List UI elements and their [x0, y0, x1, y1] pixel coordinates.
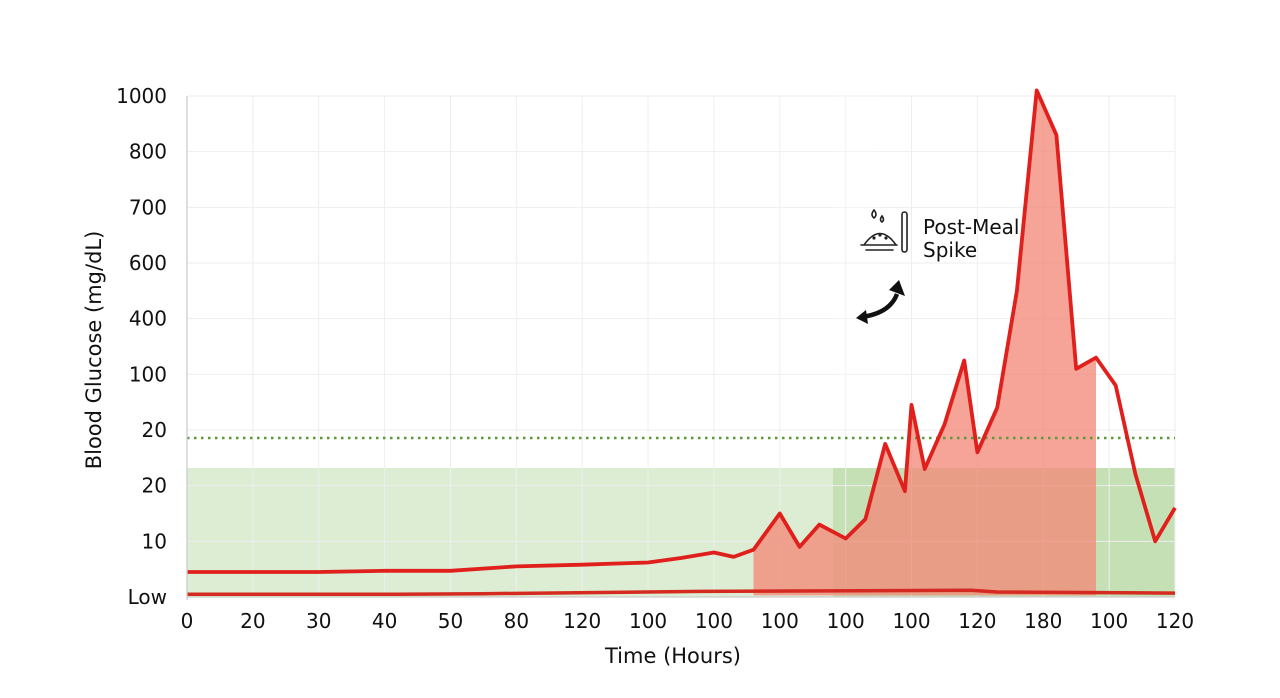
glucose-area — [753, 90, 1096, 596]
x-tick-label: 100 — [695, 609, 733, 633]
x-tick-label: 100 — [629, 609, 667, 633]
y-tick-label: 1000 — [116, 84, 167, 108]
x-axis-ticks: 0 20 30 40 50 80 120 100 100 100 100 100 120 180 100 12… — [181, 609, 1194, 633]
x-tick-label: 180 — [1024, 609, 1062, 633]
x-tick-label: 100 — [892, 609, 930, 633]
x-tick-label: 100 — [827, 609, 865, 633]
x-tick-label: 30 — [306, 609, 331, 633]
post-meal-shade — [833, 30, 878, 468]
y-tick-label: 10 — [142, 529, 167, 553]
x-tick-label: 100 — [1090, 609, 1128, 633]
meal-icon — [860, 208, 908, 253]
x-tick-label: 0 — [181, 609, 194, 633]
y-tick-label: 100 — [129, 362, 167, 386]
y-tick-label: 20 — [142, 418, 167, 442]
post-meal-annotation: Post-Meal Spike — [856, 208, 1019, 324]
y-tick-label: 20 — [142, 474, 167, 498]
x-tick-label: 80 — [504, 609, 529, 633]
target-range-band — [187, 468, 833, 597]
baseline-glucose-line — [187, 588, 1176, 596]
x-axis-title: Time (Hours) — [604, 644, 741, 668]
arrow-head-left — [856, 310, 868, 324]
y-tick-label: 700 — [129, 195, 167, 219]
y-tick-label: 400 — [129, 307, 167, 331]
glucose-line — [187, 88, 1177, 574]
x-tick-label: 40 — [372, 609, 397, 633]
x-tick-label: 20 — [240, 609, 265, 633]
y-tick-label: 800 — [129, 140, 167, 164]
annotation-line-2: Spike — [923, 238, 977, 262]
annotation-line-1: Post-Meal — [923, 215, 1019, 239]
x-tick-label: 120 — [563, 609, 601, 633]
x-tick-label: 100 — [761, 609, 799, 633]
x-tick-label: 50 — [438, 609, 463, 633]
arrow-head-up — [889, 280, 905, 296]
x-tick-label: 120 — [1156, 609, 1194, 633]
y-axis-title: Blood Glucose (mg/dL) — [82, 231, 106, 470]
y-tick-label: Low — [128, 585, 167, 609]
y-tick-label: 600 — [129, 251, 167, 275]
x-tick-label: 120 — [958, 609, 996, 633]
y-axis-ticks: Low 10 20 20 100 400 600 700 800 1000 — [116, 84, 167, 609]
